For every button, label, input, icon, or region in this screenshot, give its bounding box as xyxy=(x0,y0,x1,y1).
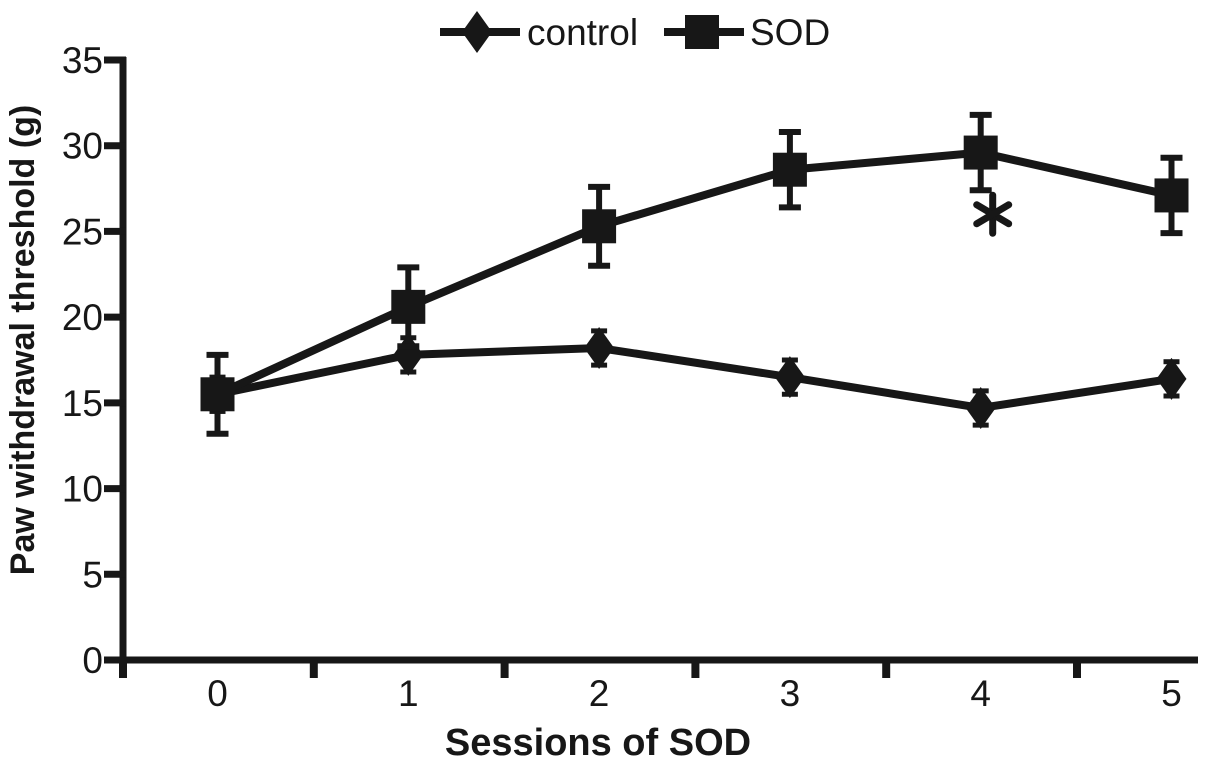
x-tick-label: 5 xyxy=(1161,673,1182,714)
y-axis-title: Paw withdrawal threshold (g) xyxy=(4,105,42,575)
series-line-control xyxy=(216,343,1173,413)
legend: control SOD xyxy=(440,11,830,53)
x-tick-label: 1 xyxy=(398,673,419,714)
diamond-marker xyxy=(462,11,492,53)
series-control xyxy=(202,327,1187,429)
y-tick-label: 5 xyxy=(82,554,103,595)
x-axis-title: Sessions of SOD xyxy=(445,722,751,764)
x-tick-label: 2 xyxy=(589,673,610,714)
y-tick-label: 15 xyxy=(62,383,103,424)
x-tick-label: 0 xyxy=(207,673,228,714)
square-marker xyxy=(963,135,998,170)
legend-label-control: control xyxy=(527,12,638,53)
axes: 0 5 10 15 20 25 30 35 0 1 2 3 4 5 Sessions of SOD Paw w… xyxy=(4,40,1198,764)
y-tick-label: 20 xyxy=(62,297,103,338)
x-tick-label: 4 xyxy=(970,673,991,714)
x-tick-label: 3 xyxy=(780,673,801,714)
y-tick-label: 25 xyxy=(62,211,103,252)
diamond-marker xyxy=(774,356,805,399)
y-tick-label: 0 xyxy=(82,640,103,681)
diamond-marker xyxy=(965,387,996,429)
diamond-marker xyxy=(1156,357,1187,400)
square-marker xyxy=(582,209,617,244)
legend-item-control: control xyxy=(440,11,638,53)
legend-item-SOD: SOD xyxy=(664,12,830,53)
square-marker xyxy=(1154,178,1189,213)
square-marker xyxy=(685,15,719,49)
square-marker xyxy=(200,377,235,412)
square-marker xyxy=(772,152,807,187)
significance-asterisk xyxy=(973,191,1013,237)
y-tick-label: 10 xyxy=(62,469,103,510)
legend-label-SOD: SOD xyxy=(750,12,830,53)
series-line-SOD xyxy=(215,148,1173,398)
y-tick-label: 35 xyxy=(62,40,103,81)
square-marker xyxy=(391,289,426,324)
series-SOD xyxy=(200,111,1189,437)
diamond-marker xyxy=(584,327,615,369)
y-tick-label: 30 xyxy=(62,126,103,167)
